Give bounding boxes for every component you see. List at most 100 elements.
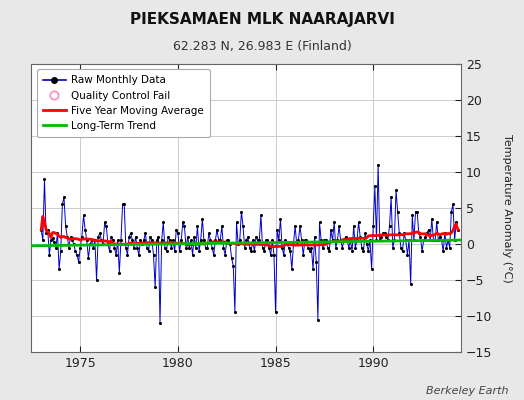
Point bbox=[227, 255, 236, 262]
Point bbox=[428, 216, 436, 222]
Point bbox=[57, 248, 65, 254]
Point bbox=[405, 237, 413, 244]
Point bbox=[374, 162, 383, 168]
Point bbox=[413, 208, 421, 215]
Point bbox=[149, 252, 158, 258]
Point bbox=[229, 262, 237, 269]
Point bbox=[343, 237, 352, 244]
Point bbox=[320, 237, 329, 244]
Point bbox=[88, 237, 96, 244]
Point bbox=[234, 241, 242, 247]
Point bbox=[353, 237, 361, 244]
Point bbox=[341, 234, 350, 240]
Point bbox=[310, 234, 319, 240]
Point bbox=[449, 201, 457, 208]
Point bbox=[151, 284, 159, 290]
Point bbox=[380, 230, 389, 236]
Point bbox=[83, 237, 91, 244]
Point bbox=[61, 223, 70, 229]
Point bbox=[367, 266, 376, 272]
Point bbox=[132, 234, 140, 240]
Point bbox=[429, 237, 438, 244]
Point bbox=[208, 244, 216, 251]
Point bbox=[223, 237, 231, 244]
Point bbox=[148, 237, 156, 244]
Point bbox=[101, 219, 109, 226]
Point bbox=[108, 237, 117, 244]
Point bbox=[268, 237, 277, 244]
Point bbox=[327, 226, 335, 233]
Point bbox=[180, 223, 189, 229]
Point bbox=[187, 237, 195, 244]
Point bbox=[298, 237, 306, 244]
Point bbox=[442, 244, 451, 251]
Point bbox=[47, 237, 55, 244]
Point bbox=[312, 259, 321, 265]
Point bbox=[226, 241, 234, 247]
Point bbox=[176, 248, 184, 254]
Point bbox=[123, 252, 132, 258]
Point bbox=[340, 237, 348, 244]
Point bbox=[356, 234, 364, 240]
Point bbox=[203, 244, 211, 251]
Point bbox=[398, 248, 407, 254]
Point bbox=[74, 259, 83, 265]
Point bbox=[416, 234, 424, 240]
Point bbox=[60, 194, 68, 200]
Point bbox=[291, 223, 299, 229]
Point bbox=[231, 309, 239, 316]
Point bbox=[236, 237, 244, 244]
Point bbox=[70, 241, 78, 247]
Point bbox=[45, 252, 53, 258]
Point bbox=[110, 244, 118, 251]
Point bbox=[401, 237, 410, 244]
Point bbox=[84, 255, 93, 262]
Point bbox=[63, 234, 71, 240]
Point bbox=[115, 270, 124, 276]
Point bbox=[167, 244, 176, 251]
Point bbox=[136, 237, 145, 244]
Point bbox=[289, 241, 298, 247]
Point bbox=[261, 237, 270, 244]
Point bbox=[329, 237, 337, 244]
Point bbox=[382, 234, 390, 240]
Point bbox=[390, 237, 399, 244]
Point bbox=[302, 237, 311, 244]
Point bbox=[271, 309, 280, 316]
Point bbox=[221, 252, 230, 258]
Point bbox=[193, 223, 202, 229]
Point bbox=[317, 237, 325, 244]
Point bbox=[50, 239, 58, 245]
Point bbox=[255, 237, 264, 244]
Point bbox=[338, 244, 346, 251]
Point bbox=[330, 219, 339, 226]
Point bbox=[438, 237, 446, 244]
Point bbox=[107, 234, 115, 240]
Point bbox=[260, 248, 268, 254]
Point bbox=[423, 230, 431, 236]
Point bbox=[421, 234, 430, 240]
Point bbox=[436, 234, 444, 240]
Point bbox=[205, 230, 213, 236]
Point bbox=[76, 244, 84, 251]
Point bbox=[102, 223, 111, 229]
Point bbox=[104, 241, 112, 247]
Point bbox=[333, 237, 342, 244]
Point bbox=[369, 223, 377, 229]
Point bbox=[244, 234, 252, 240]
Point bbox=[128, 237, 137, 244]
Point bbox=[265, 244, 273, 251]
Point bbox=[53, 230, 62, 236]
Point bbox=[170, 248, 179, 254]
Point bbox=[232, 219, 241, 226]
Point bbox=[67, 234, 75, 240]
Point bbox=[133, 244, 141, 251]
Point bbox=[252, 234, 260, 240]
Point bbox=[258, 244, 267, 251]
Point bbox=[242, 237, 250, 244]
Point bbox=[64, 244, 73, 251]
Point bbox=[263, 237, 271, 244]
Point bbox=[250, 248, 259, 254]
Point bbox=[58, 201, 67, 208]
Point bbox=[358, 244, 366, 251]
